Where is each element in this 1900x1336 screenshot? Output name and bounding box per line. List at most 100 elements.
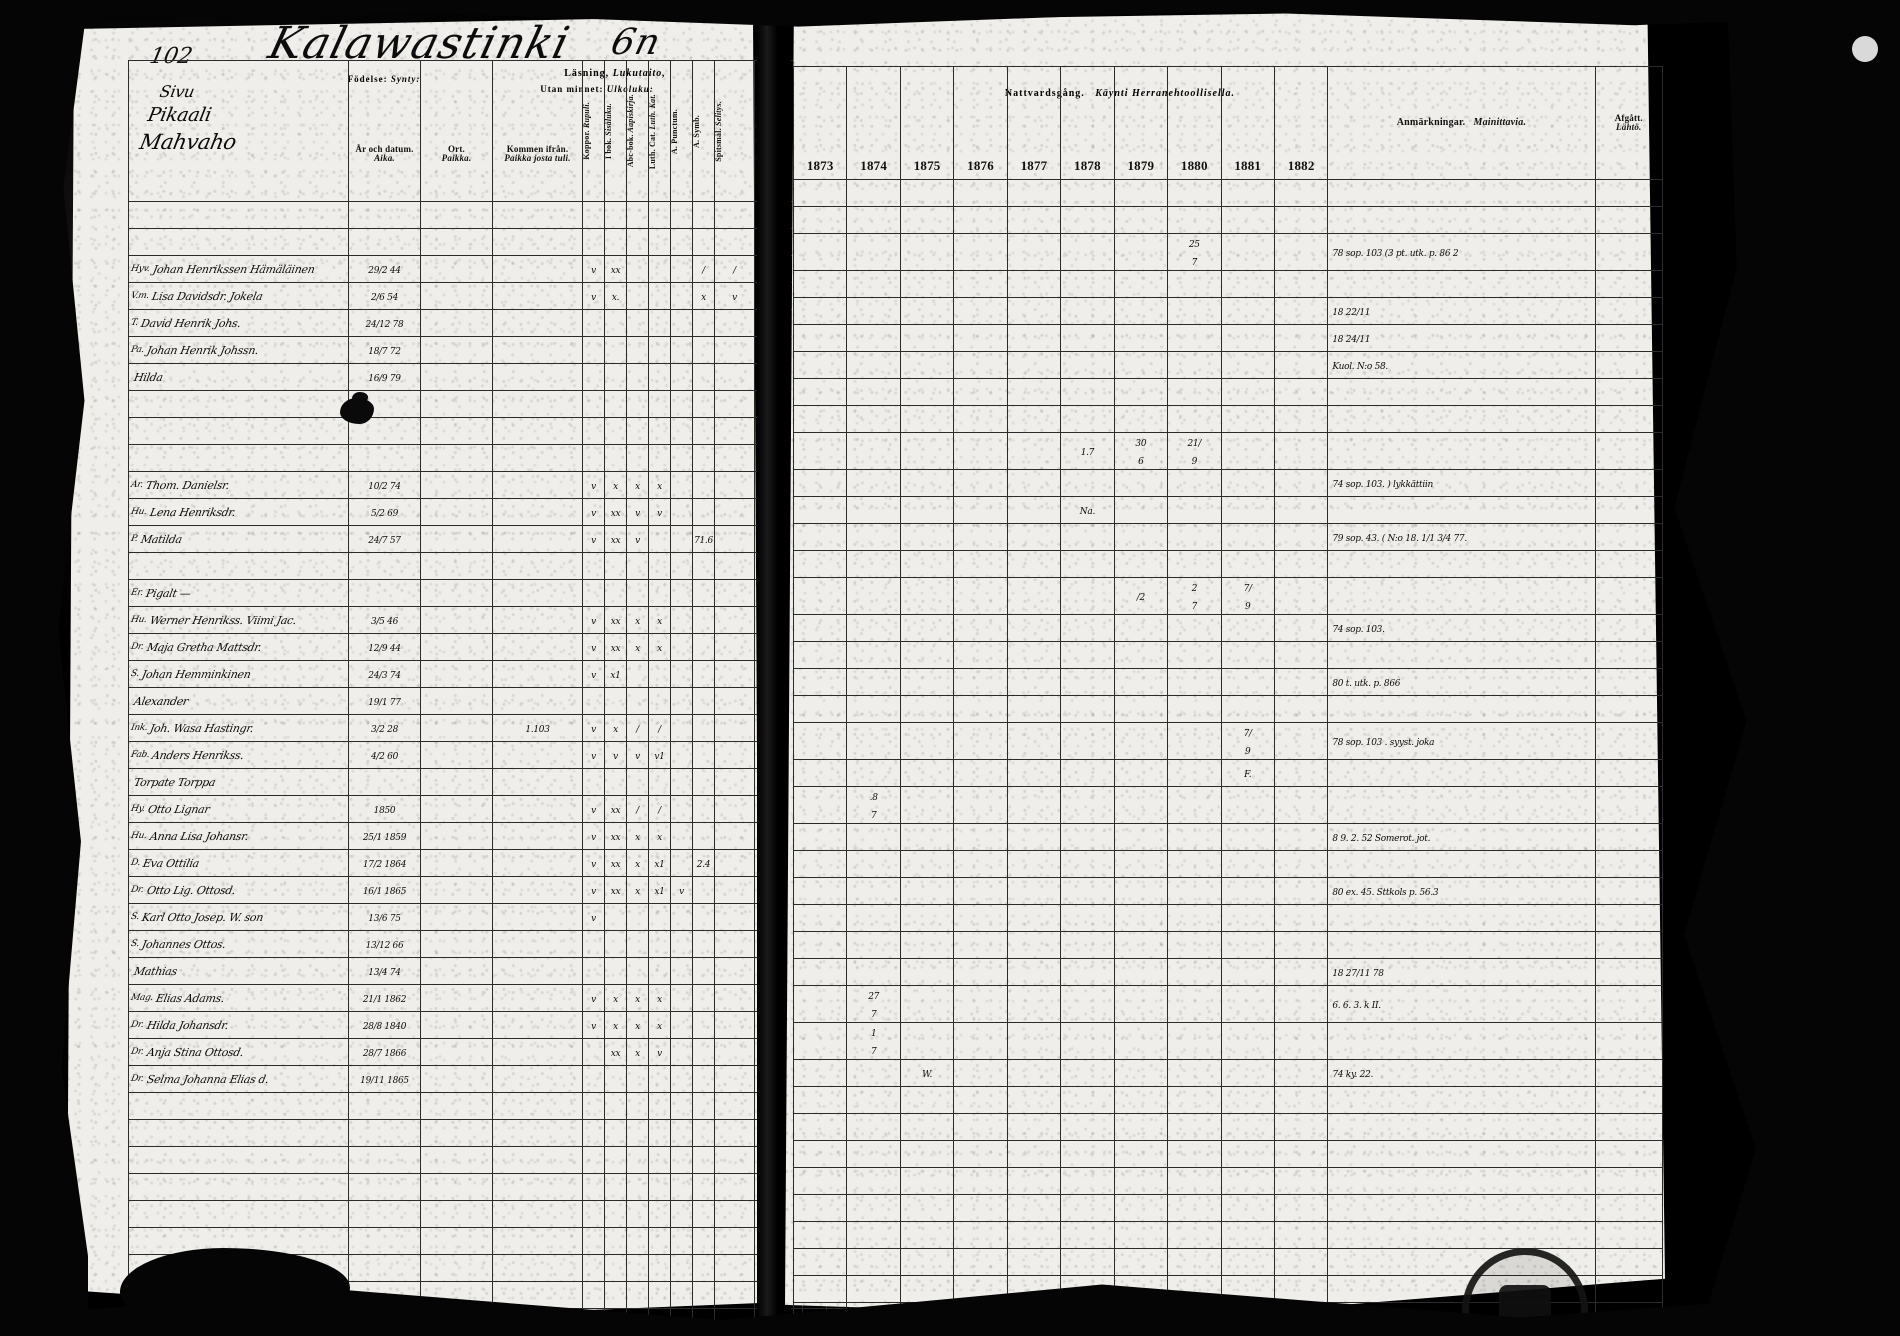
cell-communion-1876[interactable] <box>953 614 1008 642</box>
cell-a-punctum[interactable] <box>670 1173 693 1202</box>
cell-departed[interactable] <box>1594 469 1664 497</box>
table-row[interactable]: 8 9. 2. 52 Somerot. jot. <box>792 823 1664 851</box>
cell-a-punctum[interactable] <box>670 444 693 473</box>
cell-communion-1879[interactable] <box>1113 1113 1169 1141</box>
cell-notes[interactable]: 78 sop. 103 (3 pt. utk. p. 86 2 <box>1327 233 1596 271</box>
table-row[interactable] <box>792 206 1664 234</box>
cell-communion-1877[interactable] <box>1006 850 1062 878</box>
cell-communion-1875[interactable] <box>899 786 955 824</box>
cell-communion-1878[interactable] <box>1060 1022 1115 1060</box>
cell-koppor[interactable]: v <box>582 741 605 770</box>
cell-communion-1881[interactable] <box>1220 1221 1275 1249</box>
cell-name[interactable]: Mag. Elias Adams. <box>128 984 349 1013</box>
cell-communion-1876[interactable] <box>953 233 1008 271</box>
cell-communion-1878[interactable] <box>1060 1329 1115 1336</box>
cell-communion-1874[interactable] <box>846 206 901 234</box>
cell-communion-1877[interactable] <box>1006 496 1062 524</box>
cell-communion-1876[interactable] <box>953 695 1008 723</box>
cell-communion-1873[interactable] <box>792 985 848 1023</box>
cell-communion-1880[interactable] <box>1167 1194 1222 1222</box>
cell-communion-1880[interactable] <box>1167 1302 1222 1330</box>
cell-came-from[interactable] <box>492 822 583 851</box>
cell-communion-1878[interactable] <box>1060 614 1115 642</box>
cell-came-from[interactable] <box>492 1119 583 1148</box>
cell-communion-1875[interactable] <box>899 958 955 986</box>
cell-communion-1882[interactable] <box>1273 206 1329 234</box>
cell-communion-1878[interactable] <box>1060 378 1115 406</box>
cell-innanlasning[interactable]: x <box>604 984 627 1013</box>
table-row[interactable]: Alexander 19/1 77 <box>128 687 851 716</box>
cell-communion-1879[interactable] <box>1113 1167 1169 1195</box>
cell-departed[interactable] <box>1594 823 1664 851</box>
cell-aapiskirja[interactable] <box>626 1173 649 1202</box>
table-row[interactable] <box>792 1086 1664 1114</box>
cell-notes[interactable] <box>1327 405 1596 433</box>
cell-luth-katekes[interactable] <box>648 1065 671 1094</box>
cell-luth-katekes[interactable] <box>648 201 671 230</box>
cell-communion-1880[interactable] <box>1167 1140 1222 1168</box>
cell-communion-1876[interactable] <box>953 722 1008 760</box>
cell-communion-1882[interactable] <box>1273 523 1329 551</box>
cell-communion-1879[interactable] <box>1113 179 1169 207</box>
cell-name[interactable]: Pa. Johan Henrik Johssn. <box>128 336 349 365</box>
cell-birth-place[interactable] <box>420 795 493 824</box>
cell-came-from[interactable] <box>492 957 583 986</box>
cell-communion-1873[interactable] <box>792 641 848 669</box>
cell-communion-1873[interactable] <box>792 614 848 642</box>
cell-came-from[interactable] <box>492 633 583 662</box>
cell-departed[interactable] <box>1594 297 1664 325</box>
cell-communion-1879[interactable] <box>1113 270 1169 298</box>
table-row[interactable]: Hyv. Johan Henrikssen Hämäläinen 29/2 44 v x… <box>128 255 851 284</box>
cell-a-punctum[interactable] <box>670 390 693 419</box>
cell-koppor[interactable] <box>582 444 605 473</box>
cell-a-punctum[interactable] <box>670 1254 693 1283</box>
cell-birth-place[interactable] <box>420 768 493 797</box>
cell-name[interactable]: Torpate Torppa <box>128 768 349 797</box>
cell-came-from[interactable] <box>492 336 583 365</box>
cell-communion-1873[interactable] <box>792 1140 848 1168</box>
cell-communion-1879[interactable] <box>1113 233 1169 271</box>
cell-spitsmaal[interactable] <box>714 309 755 338</box>
cell-aapiskirja[interactable] <box>626 768 649 797</box>
cell-luth-katekes[interactable]: v <box>648 498 671 527</box>
cell-communion-1874[interactable] <box>846 577 901 615</box>
cell-aapiskirja[interactable] <box>626 1119 649 1148</box>
cell-birth-place[interactable] <box>420 390 493 419</box>
cell-communion-1881[interactable] <box>1220 1113 1275 1141</box>
cell-communion-1874[interactable] <box>846 759 901 787</box>
cell-birth-year[interactable] <box>348 579 421 608</box>
cell-communion-1882[interactable] <box>1273 1302 1329 1330</box>
cell-communion-1882[interactable] <box>1273 1221 1329 1249</box>
cell-communion-1877[interactable] <box>1006 233 1062 271</box>
cell-birth-year[interactable]: 13/12 66 <box>348 930 421 959</box>
cell-communion-1875[interactable] <box>899 985 955 1023</box>
cell-departed[interactable] <box>1594 641 1664 669</box>
cell-departed[interactable] <box>1594 985 1664 1023</box>
cell-communion-1875[interactable] <box>899 432 955 470</box>
cell-birth-place[interactable] <box>420 930 493 959</box>
cell-spitsmaal[interactable] <box>714 498 755 527</box>
cell-communion-1874[interactable] <box>846 405 901 433</box>
cell-communion-1874[interactable] <box>846 432 901 470</box>
cell-departed[interactable] <box>1594 1221 1664 1249</box>
cell-communion-1878[interactable] <box>1060 1113 1115 1141</box>
cell-communion-1880[interactable] <box>1167 614 1222 642</box>
cell-notes[interactable]: 18 24/11 <box>1327 324 1596 352</box>
cell-spitsmaal[interactable] <box>714 579 755 608</box>
cell-birth-place[interactable] <box>420 1011 493 1040</box>
cell-communion-1880[interactable] <box>1167 351 1222 379</box>
cell-innanlasning[interactable]: x <box>604 714 627 743</box>
cell-koppor[interactable] <box>582 930 605 959</box>
cell-spitsmaal[interactable] <box>714 363 755 392</box>
cell-communion-1875[interactable] <box>899 297 955 325</box>
cell-a-punctum[interactable] <box>670 417 693 446</box>
cell-notes[interactable] <box>1327 759 1596 787</box>
cell-a-punctum[interactable] <box>670 768 693 797</box>
cell-communion-1881[interactable] <box>1220 1275 1275 1303</box>
table-row[interactable]: F. <box>792 759 1664 787</box>
cell-communion-1873[interactable] <box>792 550 848 578</box>
cell-a-symb[interactable] <box>692 930 715 959</box>
cell-koppor[interactable]: v <box>582 903 605 932</box>
cell-came-from[interactable] <box>492 1038 583 1067</box>
cell-communion-1882[interactable] <box>1273 179 1329 207</box>
